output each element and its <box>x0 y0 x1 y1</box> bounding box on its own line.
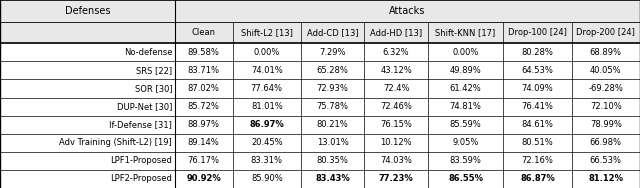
Text: 20.45%: 20.45% <box>251 138 283 147</box>
Text: 87.02%: 87.02% <box>188 84 220 93</box>
Text: 74.03%: 74.03% <box>380 156 412 165</box>
Text: 83.43%: 83.43% <box>316 174 350 183</box>
Text: 80.35%: 80.35% <box>317 156 349 165</box>
Bar <box>0 22 640 43</box>
Text: 85.59%: 85.59% <box>450 120 481 129</box>
Text: Shift-KNN [17]: Shift-KNN [17] <box>435 28 495 37</box>
Text: 13.01%: 13.01% <box>317 138 349 147</box>
Text: -69.28%: -69.28% <box>588 84 623 93</box>
Text: 7.29%: 7.29% <box>319 48 346 57</box>
Text: 80.28%: 80.28% <box>522 48 554 57</box>
Text: Defenses: Defenses <box>65 6 110 16</box>
Text: 89.14%: 89.14% <box>188 138 220 147</box>
Text: 74.01%: 74.01% <box>251 66 283 75</box>
Text: 86.55%: 86.55% <box>448 174 483 183</box>
Text: 88.97%: 88.97% <box>188 120 220 129</box>
Text: 72.4%: 72.4% <box>383 84 410 93</box>
Text: 76.41%: 76.41% <box>522 102 554 111</box>
Text: Add-CD [13]: Add-CD [13] <box>307 28 358 37</box>
Text: 0.00%: 0.00% <box>452 48 479 57</box>
Bar <box>0 0 640 22</box>
Text: 72.16%: 72.16% <box>522 156 554 165</box>
Text: 74.09%: 74.09% <box>522 84 554 93</box>
Text: 86.97%: 86.97% <box>250 120 284 129</box>
Text: 6.32%: 6.32% <box>383 48 410 57</box>
Text: 81.01%: 81.01% <box>251 102 283 111</box>
Text: Attacks: Attacks <box>389 6 426 16</box>
Text: DUP-Net [30]: DUP-Net [30] <box>117 102 172 111</box>
Text: 64.53%: 64.53% <box>522 66 554 75</box>
Text: SRS [22]: SRS [22] <box>136 66 172 75</box>
Text: 86.87%: 86.87% <box>520 174 555 183</box>
Text: 0.00%: 0.00% <box>253 48 280 57</box>
Text: LPF2-Proposed: LPF2-Proposed <box>110 174 172 183</box>
Text: 80.51%: 80.51% <box>522 138 554 147</box>
Text: 77.23%: 77.23% <box>379 174 413 183</box>
Text: 72.46%: 72.46% <box>380 102 412 111</box>
Text: 76.17%: 76.17% <box>188 156 220 165</box>
Text: 10.12%: 10.12% <box>380 138 412 147</box>
Text: 84.61%: 84.61% <box>522 120 554 129</box>
Text: 77.64%: 77.64% <box>251 84 283 93</box>
Text: 74.81%: 74.81% <box>450 102 481 111</box>
Text: 83.59%: 83.59% <box>450 156 481 165</box>
Text: Clean: Clean <box>192 28 216 37</box>
Text: 61.42%: 61.42% <box>450 84 481 93</box>
Text: Drop-100 [24]: Drop-100 [24] <box>508 28 567 37</box>
Text: 83.71%: 83.71% <box>188 66 220 75</box>
Text: No-defense: No-defense <box>124 48 172 57</box>
Text: If-Defense [31]: If-Defense [31] <box>109 120 172 129</box>
Text: Add-HD [13]: Add-HD [13] <box>370 28 422 37</box>
Text: 43.12%: 43.12% <box>380 66 412 75</box>
Text: 81.12%: 81.12% <box>588 174 623 183</box>
Text: 90.92%: 90.92% <box>186 174 221 183</box>
Text: 40.05%: 40.05% <box>590 66 621 75</box>
Text: 66.98%: 66.98% <box>590 138 622 147</box>
Text: 72.10%: 72.10% <box>590 102 621 111</box>
Text: 65.28%: 65.28% <box>317 66 349 75</box>
Text: 80.21%: 80.21% <box>317 120 349 129</box>
Text: 75.78%: 75.78% <box>317 102 349 111</box>
Text: SOR [30]: SOR [30] <box>134 84 172 93</box>
Text: LPF1-Proposed: LPF1-Proposed <box>110 156 172 165</box>
Text: 85.90%: 85.90% <box>251 174 283 183</box>
Text: 89.58%: 89.58% <box>188 48 220 57</box>
Text: Adv Training (Shift-L2) [19]: Adv Training (Shift-L2) [19] <box>60 138 172 147</box>
Text: 85.72%: 85.72% <box>188 102 220 111</box>
Text: 83.31%: 83.31% <box>251 156 283 165</box>
Text: Shift-L2 [13]: Shift-L2 [13] <box>241 28 292 37</box>
Text: 66.53%: 66.53% <box>590 156 622 165</box>
Text: Drop-200 [24]: Drop-200 [24] <box>577 28 636 37</box>
Text: 49.89%: 49.89% <box>450 66 481 75</box>
Text: 76.15%: 76.15% <box>380 120 412 129</box>
Text: 78.99%: 78.99% <box>590 120 621 129</box>
Text: 68.89%: 68.89% <box>590 48 622 57</box>
Text: 72.93%: 72.93% <box>317 84 349 93</box>
Text: 9.05%: 9.05% <box>452 138 479 147</box>
